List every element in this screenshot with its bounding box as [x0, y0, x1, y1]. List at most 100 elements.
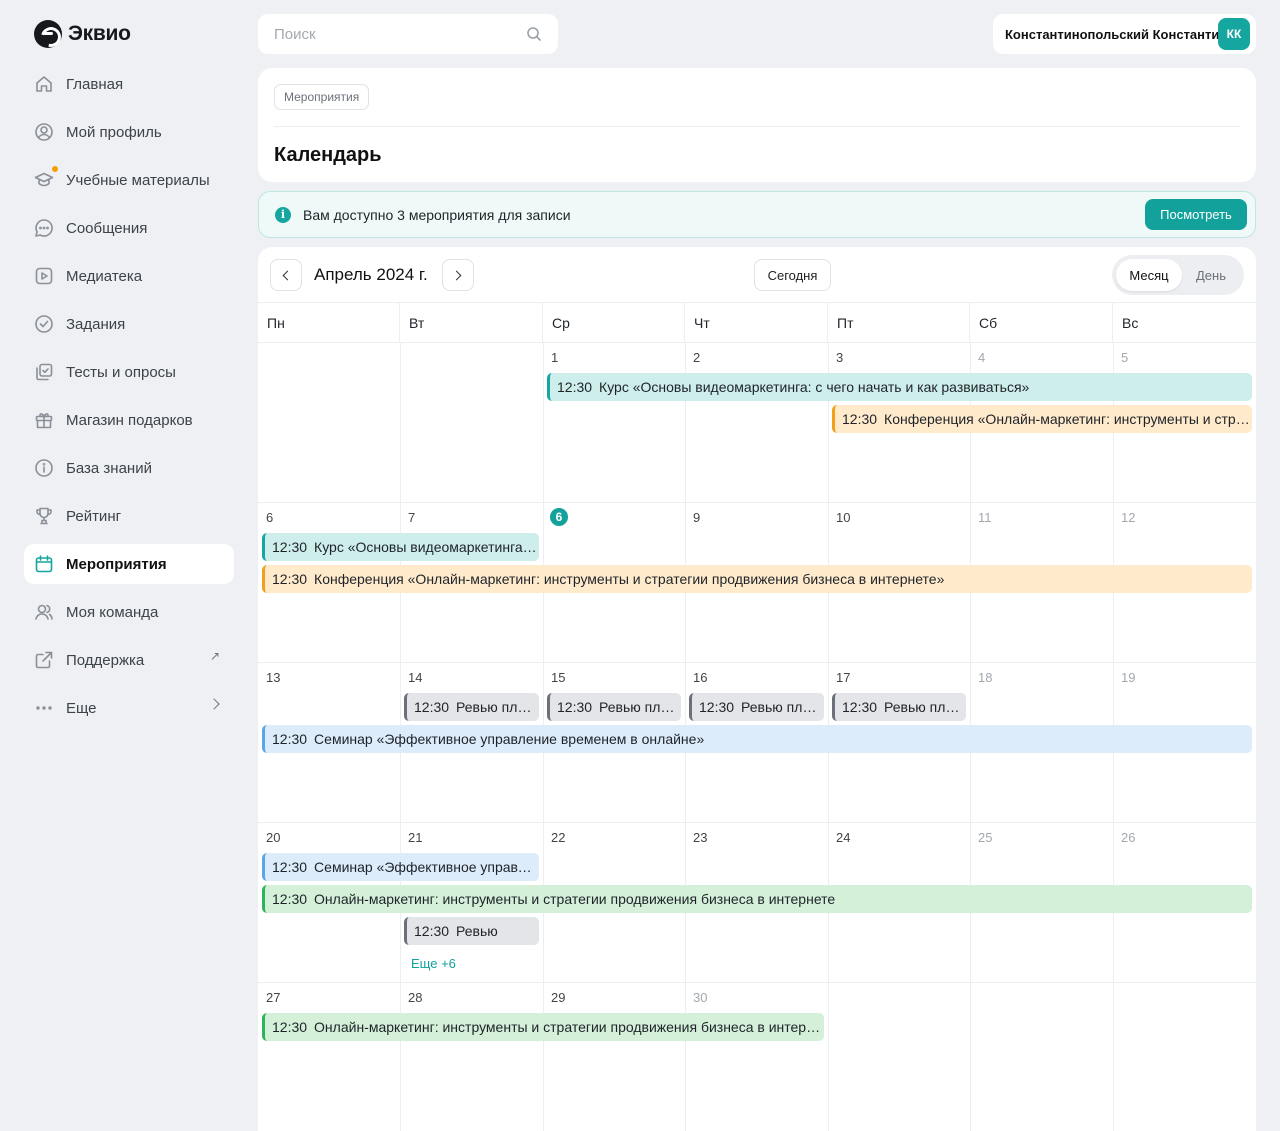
calendar-event[interactable]: 12:30 Ревью пла… [832, 693, 966, 721]
prev-month-button[interactable] [270, 259, 302, 291]
calendar-event[interactable]: 12:30 Курс «Основы видеомаркетинга… [262, 533, 539, 561]
day-number[interactable]: 12 [1121, 510, 1136, 525]
brand-logo[interactable]: Эквио [34, 20, 131, 48]
event-time: 12:30 [414, 923, 450, 939]
sidebar-item-label: Еще [66, 699, 97, 717]
grid-line [258, 822, 1256, 823]
today-button[interactable]: Сегодня [754, 259, 831, 291]
day-number[interactable]: 30 [693, 990, 708, 1005]
day-number[interactable]: 28 [408, 990, 423, 1005]
sidebar-item-messages[interactable]: Сообщения [24, 208, 234, 248]
weekday-label: Сб [970, 303, 1113, 343]
sidebar-item-rating[interactable]: Рейтинг [24, 496, 234, 536]
calendar-icon [34, 554, 54, 574]
day-number[interactable]: 23 [693, 830, 708, 845]
gift-icon [34, 410, 54, 430]
sidebar-item-label: Сообщения [66, 219, 148, 237]
day-number[interactable]: 1 [551, 350, 559, 365]
view-events-button[interactable]: Посмотреть [1145, 199, 1247, 230]
day-number[interactable]: 4 [978, 350, 986, 365]
calendar-event[interactable]: 12:30 Конференция «Онлайн-маркетинг: инст… [262, 565, 1252, 593]
calendar-event[interactable]: 12:30 Онлайн-маркетинг: инструменты и стр… [262, 885, 1252, 913]
day-number[interactable]: 27 [266, 990, 281, 1005]
event-title: Курс «Основы видеомаркетинга… [314, 539, 537, 555]
logo-mark-icon [34, 20, 62, 48]
sidebar-item-gift-shop[interactable]: Магазин подарков [24, 400, 234, 440]
day-number[interactable]: 20 [266, 830, 281, 845]
calendar-event[interactable]: 12:30 Конференция «Онлайн-маркетинг: инст… [832, 405, 1252, 433]
sidebar-item-label: Мероприятия [66, 555, 167, 573]
next-month-button[interactable] [442, 259, 474, 291]
home-icon [34, 74, 54, 94]
search-box [258, 14, 558, 54]
calendar-event[interactable]: 12:30 Ревью [404, 917, 539, 945]
page-header: Мероприятия Календарь [258, 68, 1256, 182]
brand-name: Эквио [68, 22, 131, 45]
sidebar-item-tests[interactable]: Тесты и опросы [24, 352, 234, 392]
day-number[interactable]: 2 [693, 350, 701, 365]
team-icon [34, 602, 54, 622]
test-icon [34, 362, 54, 382]
sidebar-item-more[interactable]: Еще [24, 688, 234, 728]
calendar-event[interactable]: 12:30 Ревью пла… [547, 693, 681, 721]
view-month-tab[interactable]: Месяц [1116, 259, 1182, 291]
day-number[interactable]: 10 [836, 510, 851, 525]
event-time: 12:30 [842, 411, 878, 427]
sidebar-item-home[interactable]: Главная [24, 64, 234, 104]
day-number[interactable]: 15 [551, 670, 566, 685]
breadcrumb[interactable]: Мероприятия [274, 84, 370, 110]
day-number[interactable]: 7 [408, 510, 416, 525]
event-title: Ревью пла… [599, 699, 681, 715]
calendar-event[interactable]: 12:30 Семинар «Эффективное управление вре… [262, 725, 1252, 753]
calendar-event[interactable]: 12:30 Ревью пла… [689, 693, 824, 721]
view-day-tab[interactable]: День [1196, 267, 1226, 283]
search-input[interactable] [274, 25, 526, 43]
day-number[interactable]: 24 [836, 830, 851, 845]
day-number[interactable]: 5 [1121, 350, 1129, 365]
day-number[interactable]: 19 [1121, 670, 1136, 685]
sidebar-item-tasks[interactable]: Задания [24, 304, 234, 344]
day-number[interactable]: 21 [408, 830, 423, 845]
day-number[interactable]: 17 [836, 670, 851, 685]
day-number[interactable]: 11 [978, 510, 992, 525]
more-events-link[interactable]: Еще +6 [411, 956, 456, 971]
day-number[interactable]: 22 [551, 830, 566, 845]
sidebar-item-label: Мой профиль [66, 123, 162, 141]
day-number[interactable]: 13 [266, 670, 281, 685]
day-number[interactable]: 9 [693, 510, 701, 525]
sidebar-item-profile[interactable]: Мой профиль [24, 112, 234, 152]
sidebar-item-label: Тесты и опросы [66, 363, 176, 381]
day-number[interactable]: 14 [408, 670, 423, 685]
event-time: 12:30 [699, 699, 735, 715]
sidebar-item-learning[interactable]: Учебные материалы [24, 160, 234, 200]
sidebar-item-events[interactable]: Мероприятия [24, 544, 234, 584]
calendar-event[interactable]: 12:30 Семинар «Эффективное управл… [262, 853, 539, 881]
divider [274, 126, 1240, 127]
sidebar-item-support[interactable]: Поддержка ↗ [24, 640, 234, 680]
sidebar-nav: Главная Мой профиль Учебные материалы Со… [24, 64, 234, 736]
day-number[interactable]: 18 [978, 670, 993, 685]
day-number-today[interactable]: 6 [550, 508, 568, 526]
view-switcher: Месяц День [1112, 255, 1244, 295]
event-title: Семинар «Эффективное управл… [314, 859, 539, 875]
graduation-cap-icon [34, 170, 54, 190]
day-number[interactable]: 3 [836, 350, 844, 365]
calendar-event[interactable]: 12:30 Онлайн-маркетинг: инструменты и стр… [262, 1013, 824, 1041]
day-number[interactable]: 25 [978, 830, 993, 845]
day-number[interactable]: 6 [266, 510, 274, 525]
day-number[interactable]: 29 [551, 990, 566, 1005]
event-title: Семинар «Эффективное управление временем… [314, 731, 705, 747]
search-icon[interactable] [526, 26, 542, 42]
user-name: Константинопольский Константин [1005, 26, 1228, 42]
sidebar-item-knowledge-base[interactable]: База знаний [24, 448, 234, 488]
event-time: 12:30 [272, 571, 308, 587]
day-number[interactable]: 16 [693, 670, 708, 685]
calendar-event[interactable]: 12:30 Курс «Основы видеомаркетинга: с чег… [547, 373, 1252, 401]
sidebar-item-media[interactable]: Медиатека [24, 256, 234, 296]
sidebar-item-label: Моя команда [66, 603, 159, 621]
calendar-event[interactable]: 12:30 Ревью пла… [404, 693, 539, 721]
user-menu[interactable]: Константинопольский Константин КК [993, 14, 1256, 54]
avatar[interactable]: КК [1218, 18, 1250, 50]
sidebar-item-team[interactable]: Моя команда [24, 592, 234, 632]
day-number[interactable]: 26 [1121, 830, 1136, 845]
